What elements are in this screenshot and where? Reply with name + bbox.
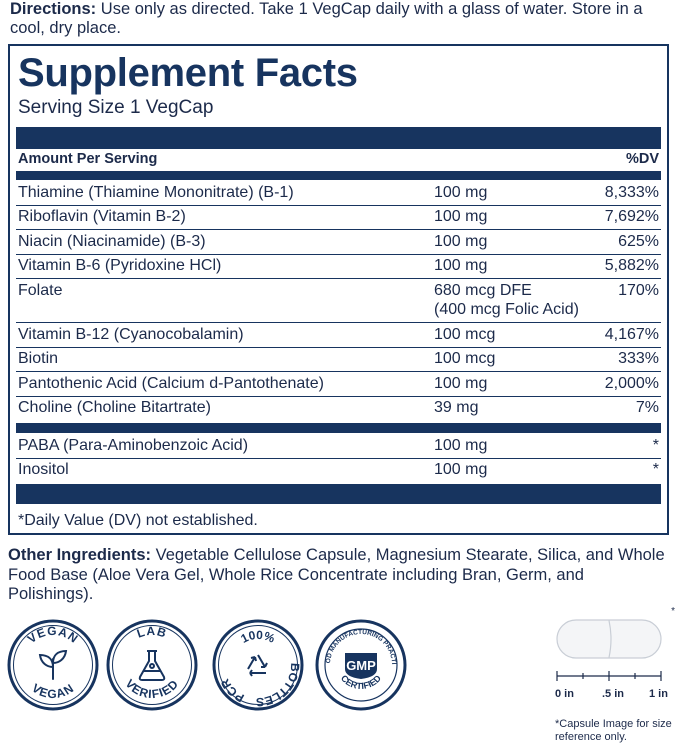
row-divider: [16, 322, 661, 323]
nutrient-name: Vitamin B-6 (Pyridoxine HCl): [18, 257, 222, 274]
nutrient-dv: 333%: [618, 350, 659, 367]
nutrient-dv: *: [652, 437, 659, 454]
nutrient-dv: *: [652, 461, 659, 478]
dv-header: %DV: [625, 151, 659, 167]
row-divider: [16, 205, 661, 206]
scale-label-1: 1 in: [649, 688, 668, 700]
nutrient-dv: 8,333%: [604, 184, 659, 201]
nutrient-name: Biotin: [18, 350, 59, 367]
nutrient-dv: 170%: [618, 282, 659, 299]
other-ingredients: Other Ingredients: Vegetable Cellulose C…: [8, 546, 673, 605]
nutrient-name: Folate: [18, 282, 63, 299]
nutrient-name: PABA (Para-Aminobenzoic Acid): [18, 437, 249, 454]
row-divider: [16, 396, 661, 397]
recycle-icon: [247, 654, 268, 677]
capsule-note: *Capsule Image for size reference only.: [555, 718, 672, 743]
scale-label-0: 0 in: [555, 688, 574, 700]
nutrient-dv: 7%: [635, 399, 659, 416]
medium-divider: [16, 423, 661, 433]
nutrient-dv: 2,000%: [604, 375, 659, 392]
capsule-size-reference: * 0 in .5 in 1 in *Capsule Image for siz…: [555, 606, 679, 743]
nutrient-amount: 100 mg: [434, 208, 488, 225]
nutrient-name: Vitamin B-12 (Cyanocobalamin): [18, 326, 244, 343]
row-divider: [16, 278, 661, 279]
nutrient-dv: 4,167%: [604, 326, 659, 343]
thick-divider: [16, 127, 661, 149]
flask-icon: [138, 650, 166, 681]
nutrient-amount: 680 mcg DFE: [434, 282, 532, 299]
dv-footnote: *Daily Value (DV) not established.: [18, 512, 258, 529]
nutrient-name: Thiamine (Thiamine Mononitrate) (B-1): [18, 184, 294, 201]
nutrient-dv: 5,882%: [604, 257, 659, 274]
directions: Directions: Use only as directed. Take 1…: [10, 0, 670, 38]
nutrient-amount: 100 mg: [434, 233, 488, 250]
nutrient-amount: 100 mcg: [434, 350, 496, 367]
nutrient-amount: 100 mg: [434, 375, 488, 392]
row-divider: [16, 229, 661, 230]
nutrient-amount: 100 mcg: [434, 326, 496, 343]
nutrient-amount-detail: (400 mcg Folic Acid): [434, 301, 579, 318]
gmp-badge-center-text: GMP: [346, 658, 376, 673]
other-ingredients-text: Vegetable Cellulose Capsule, Magnesium S…: [8, 546, 665, 603]
svg-text:100%: 100%: [238, 628, 277, 646]
svg-text:CERTIFIED: CERTIFIED: [339, 673, 383, 691]
nutrient-amount: 39 mg: [434, 399, 479, 416]
nutrient-name: Inositol: [18, 461, 69, 478]
nutrient-name: Pantothenic Acid (Calcium d-Pantothenate…: [18, 375, 324, 392]
amount-per-serving-header: Amount Per Serving: [18, 151, 158, 167]
row-divider: [16, 458, 661, 459]
supplement-facts-panel: Supplement Facts Serving Size 1 VegCap A…: [8, 44, 669, 535]
nutrient-dv: 625%: [618, 233, 659, 250]
lab-badge-top-text: LAB: [135, 624, 168, 641]
serving-size: Serving Size 1 VegCap: [18, 97, 214, 118]
svg-text:VEGAN: VEGAN: [29, 681, 76, 701]
capsule-image: [556, 619, 662, 681]
column-header: Amount Per Serving %DV: [18, 151, 659, 171]
nutrient-name: Choline (Choline Bitartrate): [18, 399, 211, 416]
vegan-badge: VEGAN VEGAN: [7, 619, 99, 711]
gmp-certified-badge: GOOD MANUFACTURING PRACTICE GMP CERTIFIE…: [315, 619, 407, 711]
medium-divider: [16, 171, 661, 180]
svg-text:BOTTLES: BOTTLES: [256, 663, 303, 710]
nutrient-name: Riboflavin (Vitamin B-2): [18, 208, 186, 225]
gmp-badge-bottom-text: CERTIFIED: [339, 673, 383, 691]
nutrient-name: Niacin (Niacinamide) (B-3): [18, 233, 206, 250]
size-ruler: [556, 671, 662, 681]
pcr-bottles-badge: 100% PCR BOTTLES: [212, 619, 304, 711]
vegan-badge-top-text: VEGAN: [25, 624, 80, 646]
svg-text:VEGAN: VEGAN: [25, 624, 81, 646]
thick-divider: [16, 484, 661, 504]
row-divider: [16, 371, 661, 372]
panel-title: Supplement Facts: [18, 51, 358, 95]
nutrient-amount: 100 mg: [434, 461, 488, 478]
svg-text:LAB: LAB: [135, 624, 169, 641]
pcr-badge-right-text: BOTTLES: [256, 663, 303, 710]
vegan-badge-bottom-text: VEGAN: [29, 681, 75, 701]
capsule-asterisk: *: [671, 606, 675, 617]
nutrient-dv: 7,692%: [604, 208, 659, 225]
directions-label: Directions:: [10, 0, 97, 18]
pcr-badge-top-text: 100%: [238, 628, 277, 646]
leaf-icon: [38, 649, 68, 680]
scale-label-half: .5 in: [602, 688, 625, 700]
other-ingredients-label: Other Ingredients:: [8, 546, 152, 564]
nutrient-amount: 100 mg: [434, 257, 488, 274]
row-divider: [16, 254, 661, 255]
row-divider: [16, 347, 661, 348]
directions-text: Use only as directed. Take 1 VegCap dail…: [10, 0, 643, 37]
lab-verified-badge: LAB VERIFIED: [106, 619, 198, 711]
nutrient-amount: 100 mg: [434, 184, 488, 201]
nutrient-amount: 100 mg: [434, 437, 488, 454]
